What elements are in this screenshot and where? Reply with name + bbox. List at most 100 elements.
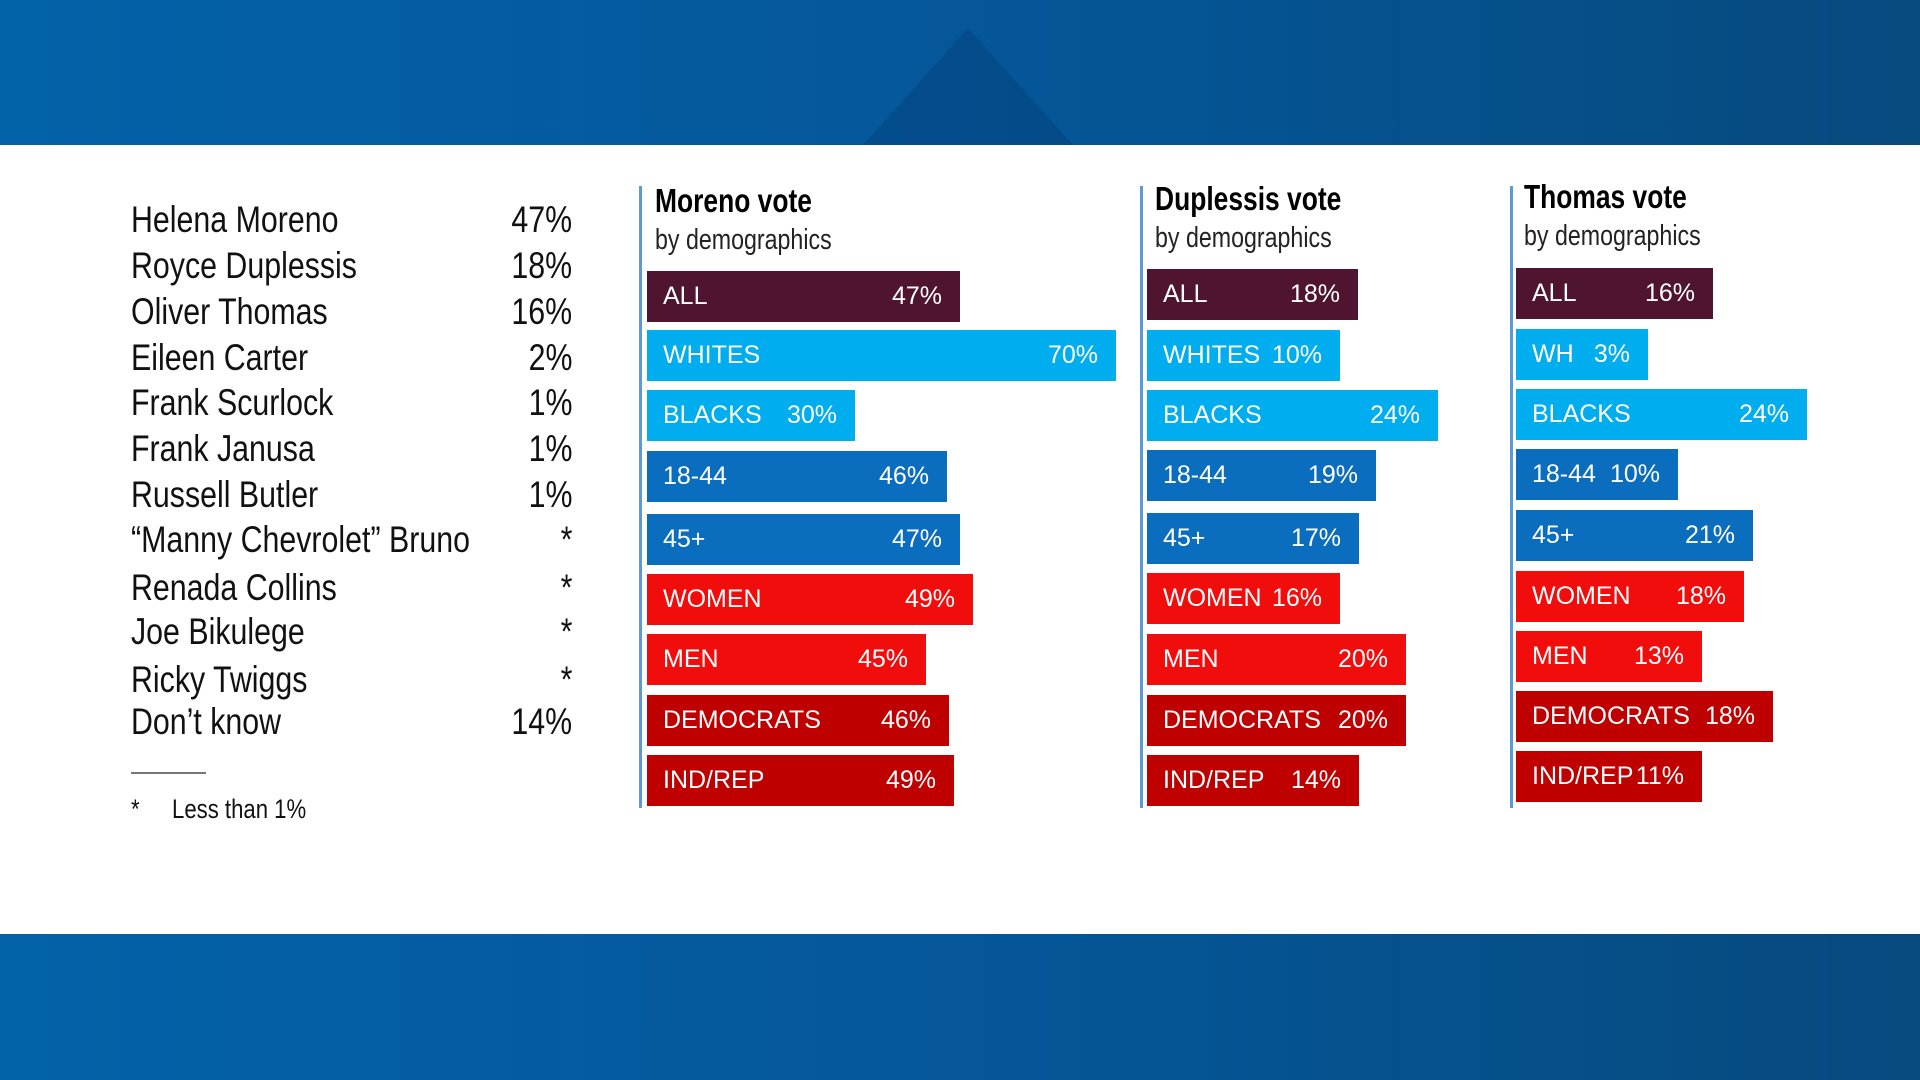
candidate-name: Frank Scurlock — [131, 382, 334, 423]
bar-value-label: 19% — [1307, 461, 1358, 489]
bar-value-label: 47% — [891, 282, 942, 310]
bar-18-44: 18-44 46% — [647, 451, 947, 502]
footer-band — [0, 934, 1920, 1080]
bar-category-label: MEN — [663, 645, 719, 673]
bar-18-44: 18-44 10% — [1516, 449, 1678, 500]
bar-women: WOMEN 49% — [647, 574, 973, 625]
bar-value-label: 16% — [1271, 584, 1322, 612]
bar-45-: 45+ 47% — [647, 514, 960, 565]
bar-value-label: 24% — [1369, 401, 1420, 429]
bar-value-label: 16% — [1644, 279, 1695, 307]
chart-title: Thomas vote — [1524, 178, 1687, 215]
bar-category-label: ALL — [1532, 279, 1577, 307]
bar-45-: 45+ 17% — [1147, 513, 1359, 564]
bar-category-label: IND/REP — [1532, 762, 1634, 790]
candidate-percent: 47% — [511, 199, 572, 240]
chart-title: Moreno vote — [655, 182, 812, 219]
bar-men: MEN 45% — [647, 634, 926, 685]
bar-blacks: BLACKS 24% — [1516, 389, 1807, 440]
bar-value-label: 3% — [1593, 340, 1630, 368]
bar-all: ALL 16% — [1516, 268, 1713, 319]
footnote-divider — [131, 772, 206, 774]
footnote-symbol: * — [131, 794, 140, 824]
candidate-percent: * — [560, 611, 572, 652]
candidate-name: Renada Collins — [131, 567, 337, 608]
bar-men: MEN 13% — [1516, 631, 1702, 682]
bar-category-label: WHITES — [1163, 341, 1261, 369]
bar-category-label: BLACKS — [1163, 401, 1262, 429]
bar-women: WOMEN 18% — [1516, 571, 1744, 622]
bar-value-label: 18% — [1675, 582, 1726, 610]
bar-category-label: WHITES — [663, 341, 761, 369]
chart-subtitle: by demographics — [1524, 220, 1701, 252]
bar-women: WOMEN 16% — [1147, 573, 1340, 624]
footnote-text: Less than 1% — [172, 794, 307, 824]
candidate-name: Eileen Carter — [131, 337, 309, 378]
bar-value-label: 49% — [904, 585, 955, 613]
bar-value-label: 20% — [1337, 706, 1388, 734]
header-band — [0, 0, 1920, 145]
bar-category-label: 45+ — [1163, 524, 1206, 552]
bar-value-label: 21% — [1684, 521, 1735, 549]
bar-value-label: 11% — [1635, 762, 1684, 790]
bar-value-label: 10% — [1609, 460, 1660, 488]
candidate-percent: 14% — [511, 701, 572, 742]
bar-value-label: 13% — [1633, 642, 1684, 670]
bar-category-label: WOMEN — [1163, 584, 1262, 612]
bar-whites: WHITES 70% — [647, 330, 1116, 381]
chart-divider-line — [1510, 186, 1513, 808]
candidate-name: “Manny Chevrolet” Bruno — [131, 519, 470, 560]
bar-value-label: 18% — [1704, 702, 1755, 730]
bar-category-label: 18-44 — [1532, 460, 1596, 488]
bar-value-label: 24% — [1738, 400, 1789, 428]
bar-ind-rep: IND/REP 14% — [1147, 755, 1359, 806]
footnote: * Less than 1% — [131, 794, 306, 825]
bar-value-label: 47% — [891, 525, 942, 553]
bar-category-label: DEMOCRATS — [1163, 706, 1321, 734]
bar-value-label: 17% — [1290, 524, 1341, 552]
candidate-percent: * — [560, 519, 572, 560]
bar-18-44: 18-44 19% — [1147, 450, 1376, 501]
bar-category-label: 18-44 — [1163, 461, 1227, 489]
bar-category-label: BLACKS — [1532, 400, 1631, 428]
bar-45-: 45+ 21% — [1516, 510, 1753, 561]
chart-title: Duplessis vote — [1155, 180, 1342, 217]
bar-category-label: WOMEN — [663, 585, 762, 613]
bar-category-label: 18-44 — [663, 462, 727, 490]
chart-divider-line — [1140, 186, 1143, 808]
bar-category-label: 45+ — [663, 525, 706, 553]
bar-category-label: DEMOCRATS — [663, 706, 821, 734]
candidate-percent: 16% — [511, 291, 572, 332]
bar-category-label: MEN — [1532, 642, 1588, 670]
bar-men: MEN 20% — [1147, 634, 1406, 685]
candidate-name: Royce Duplessis — [131, 245, 357, 286]
candidate-name: Joe Bikulege — [131, 611, 305, 652]
bar-category-label: WH — [1532, 340, 1574, 368]
bar-democrats: DEMOCRATS 18% — [1516, 691, 1773, 742]
bar-value-label: 20% — [1337, 645, 1388, 673]
bar-all: ALL 47% — [647, 271, 960, 322]
bar-category-label: IND/REP — [1163, 766, 1265, 794]
candidate-name: Don’t know — [131, 701, 282, 742]
bar-category-label: DEMOCRATS — [1532, 702, 1690, 730]
candidate-percent: * — [560, 567, 572, 608]
candidate-percent: 1% — [528, 474, 572, 515]
bar-value-label: 45% — [857, 645, 908, 673]
decorative-triangle — [838, 28, 1098, 145]
bar-wh: WH 3% — [1516, 329, 1648, 380]
bar-blacks: BLACKS 24% — [1147, 390, 1438, 441]
candidate-name: Helena Moreno — [131, 199, 339, 240]
bar-category-label: ALL — [663, 282, 708, 310]
bar-value-label: 14% — [1290, 766, 1341, 794]
bar-all: ALL 18% — [1147, 269, 1358, 320]
chart-subtitle: by demographics — [1155, 222, 1332, 254]
chart-subtitle: by demographics — [655, 224, 832, 256]
candidate-percent: 18% — [511, 245, 572, 286]
candidate-name: Oliver Thomas — [131, 291, 328, 332]
bar-blacks: BLACKS 30% — [647, 390, 855, 441]
bar-value-label: 30% — [786, 401, 837, 429]
bar-ind-rep: IND/REP 49% — [647, 755, 954, 806]
bar-category-label: ALL — [1163, 280, 1208, 308]
bar-category-label: BLACKS — [663, 401, 762, 429]
bar-value-label: 49% — [885, 766, 936, 794]
